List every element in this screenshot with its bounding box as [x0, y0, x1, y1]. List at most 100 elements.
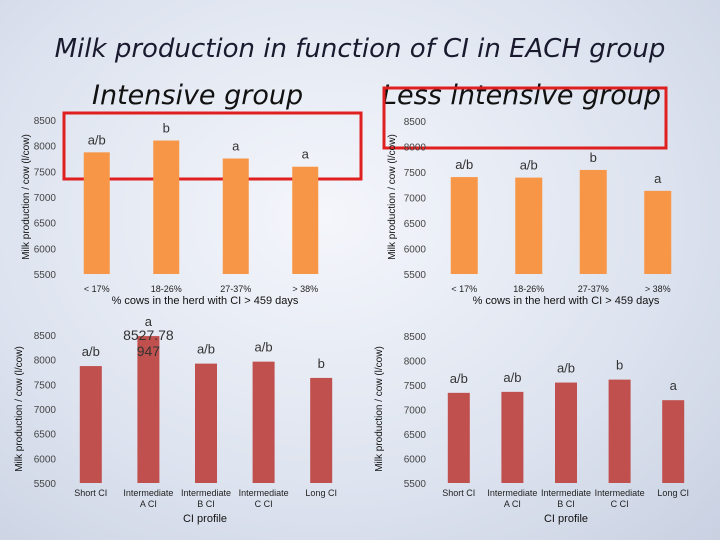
bar [310, 377, 333, 483]
significance-label: a/b [520, 158, 538, 173]
significance-label: a [302, 147, 310, 162]
x-tick-label: < 17% [451, 284, 477, 294]
x-tick-label: Intermediate B CI [541, 488, 591, 509]
bar [555, 382, 577, 483]
bar [153, 140, 180, 274]
bar [501, 391, 524, 483]
chart-less-intensive-profile: 5500 6000 6500 7000 7500 8000 8500 Milk product… [374, 332, 689, 525]
x-tick-label: Short CI [74, 488, 107, 498]
y-tick-label: 5500 [34, 479, 57, 490]
significance-label: a/b [450, 371, 468, 386]
x-tick-label: 18-26% [513, 284, 544, 294]
x-tick-label: Intermediate A CI [487, 488, 537, 509]
x-tick-label: 27-37% [578, 284, 609, 294]
bar [579, 169, 607, 274]
bar [252, 361, 275, 483]
y-tick-label: 6000 [34, 454, 57, 465]
significance-label: a/b [455, 157, 473, 172]
significance-label: a [654, 171, 662, 186]
y-axis-label: Milk production / cow (l/cow) [374, 346, 385, 472]
significance-label: b [318, 356, 325, 371]
significance-label: b [163, 121, 170, 136]
bar [644, 190, 672, 274]
bar [450, 177, 478, 274]
bar [447, 392, 470, 483]
y-tick-label: 7000 [34, 193, 57, 204]
subtitle-less-intensive-group: Less intensive group [382, 80, 662, 111]
y-axis-label: Milk production / cow (l/cow) [14, 346, 25, 472]
y-tick-label: 7000 [34, 405, 57, 416]
significance-label: a/b [503, 370, 521, 385]
y-tick-label: 6500 [404, 430, 427, 441]
y-tick-label: 5500 [404, 479, 427, 490]
highlight-box-intensive [62, 111, 363, 181]
slide-title: Milk production in function of CI in EAC… [54, 34, 666, 64]
x-tick-label: 27-37% [220, 284, 251, 294]
chart-less-intensive-pct: 5500 6000 6500 7000 7500 8000 8500 Milk product… [387, 117, 672, 307]
bar [83, 152, 110, 274]
y-tick-label: 5500 [404, 270, 427, 281]
y-tick-label: 8000 [34, 142, 57, 153]
significance-label: a [670, 378, 678, 393]
bar [79, 366, 102, 483]
x-tick-label: Long CI [657, 488, 689, 498]
significance-label: a [232, 139, 240, 154]
x-tick-label: > 38% [645, 284, 671, 294]
bar [222, 158, 249, 274]
y-tick-label: 7500 [34, 380, 57, 391]
data-value-label: 8527.78 947 [123, 327, 174, 359]
x-axis-label: CI profile [183, 513, 227, 525]
chart-intensive-profile: 5500 6000 6500 7000 7500 8000 8500 Milk product… [14, 314, 337, 525]
y-tick-label: 8500 [404, 117, 427, 128]
x-tick-label: < 17% [84, 284, 110, 294]
significance-label: a/b [197, 342, 215, 357]
highlight-box-less-intensive [382, 86, 668, 150]
y-tick-label: 7000 [404, 406, 427, 417]
y-tick-label: 6000 [404, 245, 427, 256]
y-tick-label: 8500 [404, 332, 427, 343]
x-tick-label: > 38% [292, 284, 318, 294]
y-tick-label: 6500 [404, 219, 427, 230]
y-tick-label: 7000 [404, 194, 427, 205]
bar [515, 177, 543, 274]
bar [292, 166, 319, 274]
bar [195, 363, 217, 483]
y-tick-label: 8500 [34, 116, 57, 127]
y-tick-label: 7500 [34, 167, 57, 178]
x-axis-label: CI profile [544, 513, 588, 525]
x-tick-label: Intermediate C CI [595, 488, 645, 509]
bar [608, 379, 631, 483]
y-tick-label: 6500 [34, 430, 57, 441]
y-tick-label: 7500 [404, 168, 427, 179]
x-tick-label: Long CI [305, 488, 337, 498]
y-tick-label: 8500 [34, 331, 57, 342]
x-axis-label: % cows in the herd with CI > 459 days [112, 295, 299, 307]
y-tick-label: 8000 [34, 356, 57, 367]
significance-label: a [145, 314, 153, 329]
subtitle-intensive-group: Intensive group [92, 80, 304, 111]
x-tick-label: Intermediate C CI [239, 488, 289, 509]
y-tick-label: 7500 [404, 381, 427, 392]
y-axis-label: Milk production / cow (l/cow) [21, 134, 32, 260]
y-tick-label: 8000 [404, 143, 427, 154]
y-tick-label: 6500 [34, 219, 57, 230]
x-tick-label: Short CI [442, 488, 475, 498]
significance-label: a/b [255, 340, 273, 355]
x-tick-label: Intermediate B CI [181, 488, 231, 509]
y-tick-label: 6000 [34, 244, 57, 255]
y-tick-label: 8000 [404, 357, 427, 368]
x-tick-label: Intermediate A CI [123, 488, 173, 509]
y-tick-label: 5500 [34, 270, 57, 281]
y-axis-label: Milk production / cow (l/cow) [387, 134, 398, 260]
significance-label: a/b [557, 361, 575, 376]
x-tick-label: 18-26% [151, 284, 182, 294]
significance-label: a/b [82, 344, 100, 359]
significance-label: a/b [88, 132, 106, 147]
x-axis-label: % cows in the herd with CI > 459 days [473, 295, 660, 307]
significance-label: b [616, 358, 623, 373]
bar [662, 400, 685, 483]
significance-label: b [590, 150, 597, 165]
y-tick-label: 6000 [404, 455, 427, 466]
